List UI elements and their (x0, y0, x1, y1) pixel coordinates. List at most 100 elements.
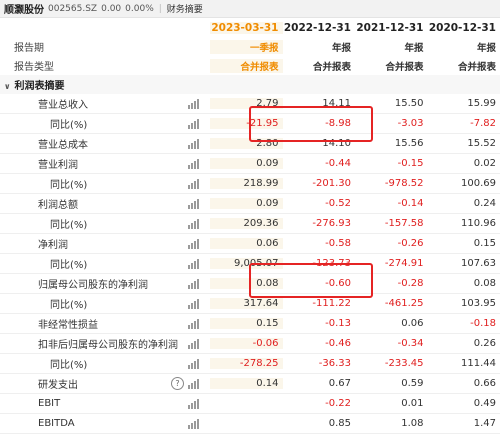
section-title: 利润表摘要 (15, 81, 65, 92)
table-row[interactable]: 同比(%)-21.95-8.98-3.03-7.82 (0, 114, 500, 134)
row-label: 同比(%) (0, 296, 87, 311)
table-cell: 0.02 (428, 158, 500, 169)
period-header[interactable]: 2021-12-31 (355, 22, 428, 34)
report-type-cell: 年报 (355, 40, 428, 54)
bar-chart-icon[interactable] (188, 199, 200, 209)
table-cell: -0.34 (355, 338, 428, 349)
bar-chart-icon[interactable] (188, 299, 200, 309)
table-cell: 0.08 (428, 278, 500, 289)
bar-chart-icon[interactable] (188, 139, 200, 149)
stock-name: 顺灏股份 (4, 1, 44, 16)
table-cell: -0.13 (283, 318, 356, 329)
table-cell: -0.15 (355, 158, 428, 169)
table-cell: -978.52 (355, 178, 428, 189)
table-cell: 111.44 (428, 358, 500, 369)
table-cell: 110.96 (428, 218, 500, 229)
table-cell: -0.44 (283, 158, 356, 169)
row-label: 利润总额 (0, 196, 78, 211)
table-cell: 0.06 (210, 238, 283, 249)
table-cell: 107.63 (428, 258, 500, 269)
table-cell: 0.01 (355, 398, 428, 409)
header-divider: | (159, 4, 162, 14)
table-cell: 1.08 (355, 418, 428, 429)
bar-chart-icon[interactable] (188, 239, 200, 249)
row-label: 同比(%) (0, 256, 87, 271)
report-type-label: 报告类型 (0, 58, 54, 73)
bar-chart-icon[interactable] (188, 419, 200, 429)
period-label-cell (0, 18, 210, 37)
bar-chart-icon[interactable] (188, 319, 200, 329)
table-cell: -123.73 (283, 258, 356, 269)
table-cell: -21.95 (210, 118, 283, 129)
table-cell: 0.85 (283, 418, 356, 429)
bar-chart-icon[interactable] (188, 99, 200, 109)
table-cell: 0.08 (210, 278, 283, 289)
table-cell: 2.79 (210, 98, 283, 109)
table-cell: 0.09 (210, 198, 283, 209)
bar-chart-icon[interactable] (188, 179, 200, 189)
table-cell: -3.03 (355, 118, 428, 129)
table-cell: 15.56 (355, 138, 428, 149)
bar-chart-icon[interactable] (188, 399, 200, 409)
table-cell: 1.47 (428, 418, 500, 429)
table-cell: 209.36 (210, 218, 283, 229)
row-label: 扣非后归属母公司股东的净利润 (0, 336, 178, 351)
tab-financial-summary[interactable]: 财务摘要 (167, 2, 203, 15)
table-cell: 103.95 (428, 298, 500, 309)
bar-chart-icon[interactable] (188, 379, 200, 389)
table-cell: 0.06 (355, 318, 428, 329)
bar-chart-icon[interactable] (188, 159, 200, 169)
table-cell: -0.28 (355, 278, 428, 289)
stock-code: 002565.SZ (48, 4, 97, 14)
bar-chart-icon[interactable] (188, 259, 200, 269)
chevron-down-icon[interactable]: ∨ (4, 82, 11, 91)
report-period-row: 报告期 一季报 年报 年报 年报 (0, 37, 500, 56)
period-header[interactable]: 2022-12-31 (283, 22, 356, 34)
table-cell: 100.69 (428, 178, 500, 189)
consolidated-cell: 合并报表 (428, 59, 500, 73)
report-type-row: 报告类型 合并报表 合并报表 合并报表 合并报表 (0, 56, 500, 75)
bar-chart-icon[interactable] (188, 219, 200, 229)
row-label: 归属母公司股东的净利润 (0, 276, 148, 291)
stock-header: 顺灏股份 002565.SZ 0.00 0.00% | 财务摘要 (0, 0, 500, 18)
table-cell: 14.10 (283, 138, 356, 149)
bar-chart-icon[interactable] (188, 359, 200, 369)
table-cell: 0.66 (428, 378, 500, 389)
table-cell: -461.25 (355, 298, 428, 309)
table-cell: 0.15 (210, 318, 283, 329)
table-cell: 14.11 (283, 98, 356, 109)
bar-chart-icon[interactable] (188, 119, 200, 129)
bar-chart-icon[interactable] (188, 339, 200, 349)
table-cell: 15.52 (428, 138, 500, 149)
table-cell: -278.25 (210, 358, 283, 369)
period-header[interactable]: 2020-12-31 (428, 22, 500, 34)
table-cell: 0.24 (428, 198, 500, 209)
row-label: 同比(%) (0, 176, 87, 191)
table-cell: -276.93 (283, 218, 356, 229)
period-header[interactable]: 2023-03-31 (210, 22, 283, 34)
income-statement-section[interactable]: ∨ 利润表摘要 (0, 75, 500, 94)
bar-chart-icon[interactable] (188, 279, 200, 289)
help-circle-icon[interactable]: ? (171, 377, 184, 390)
table-cell: -0.26 (355, 238, 428, 249)
row-label: EBIT (0, 398, 60, 409)
table-cell: 317.64 (210, 298, 283, 309)
stock-price: 0.00 (101, 4, 121, 14)
consolidated-cell: 合并报表 (283, 59, 356, 73)
